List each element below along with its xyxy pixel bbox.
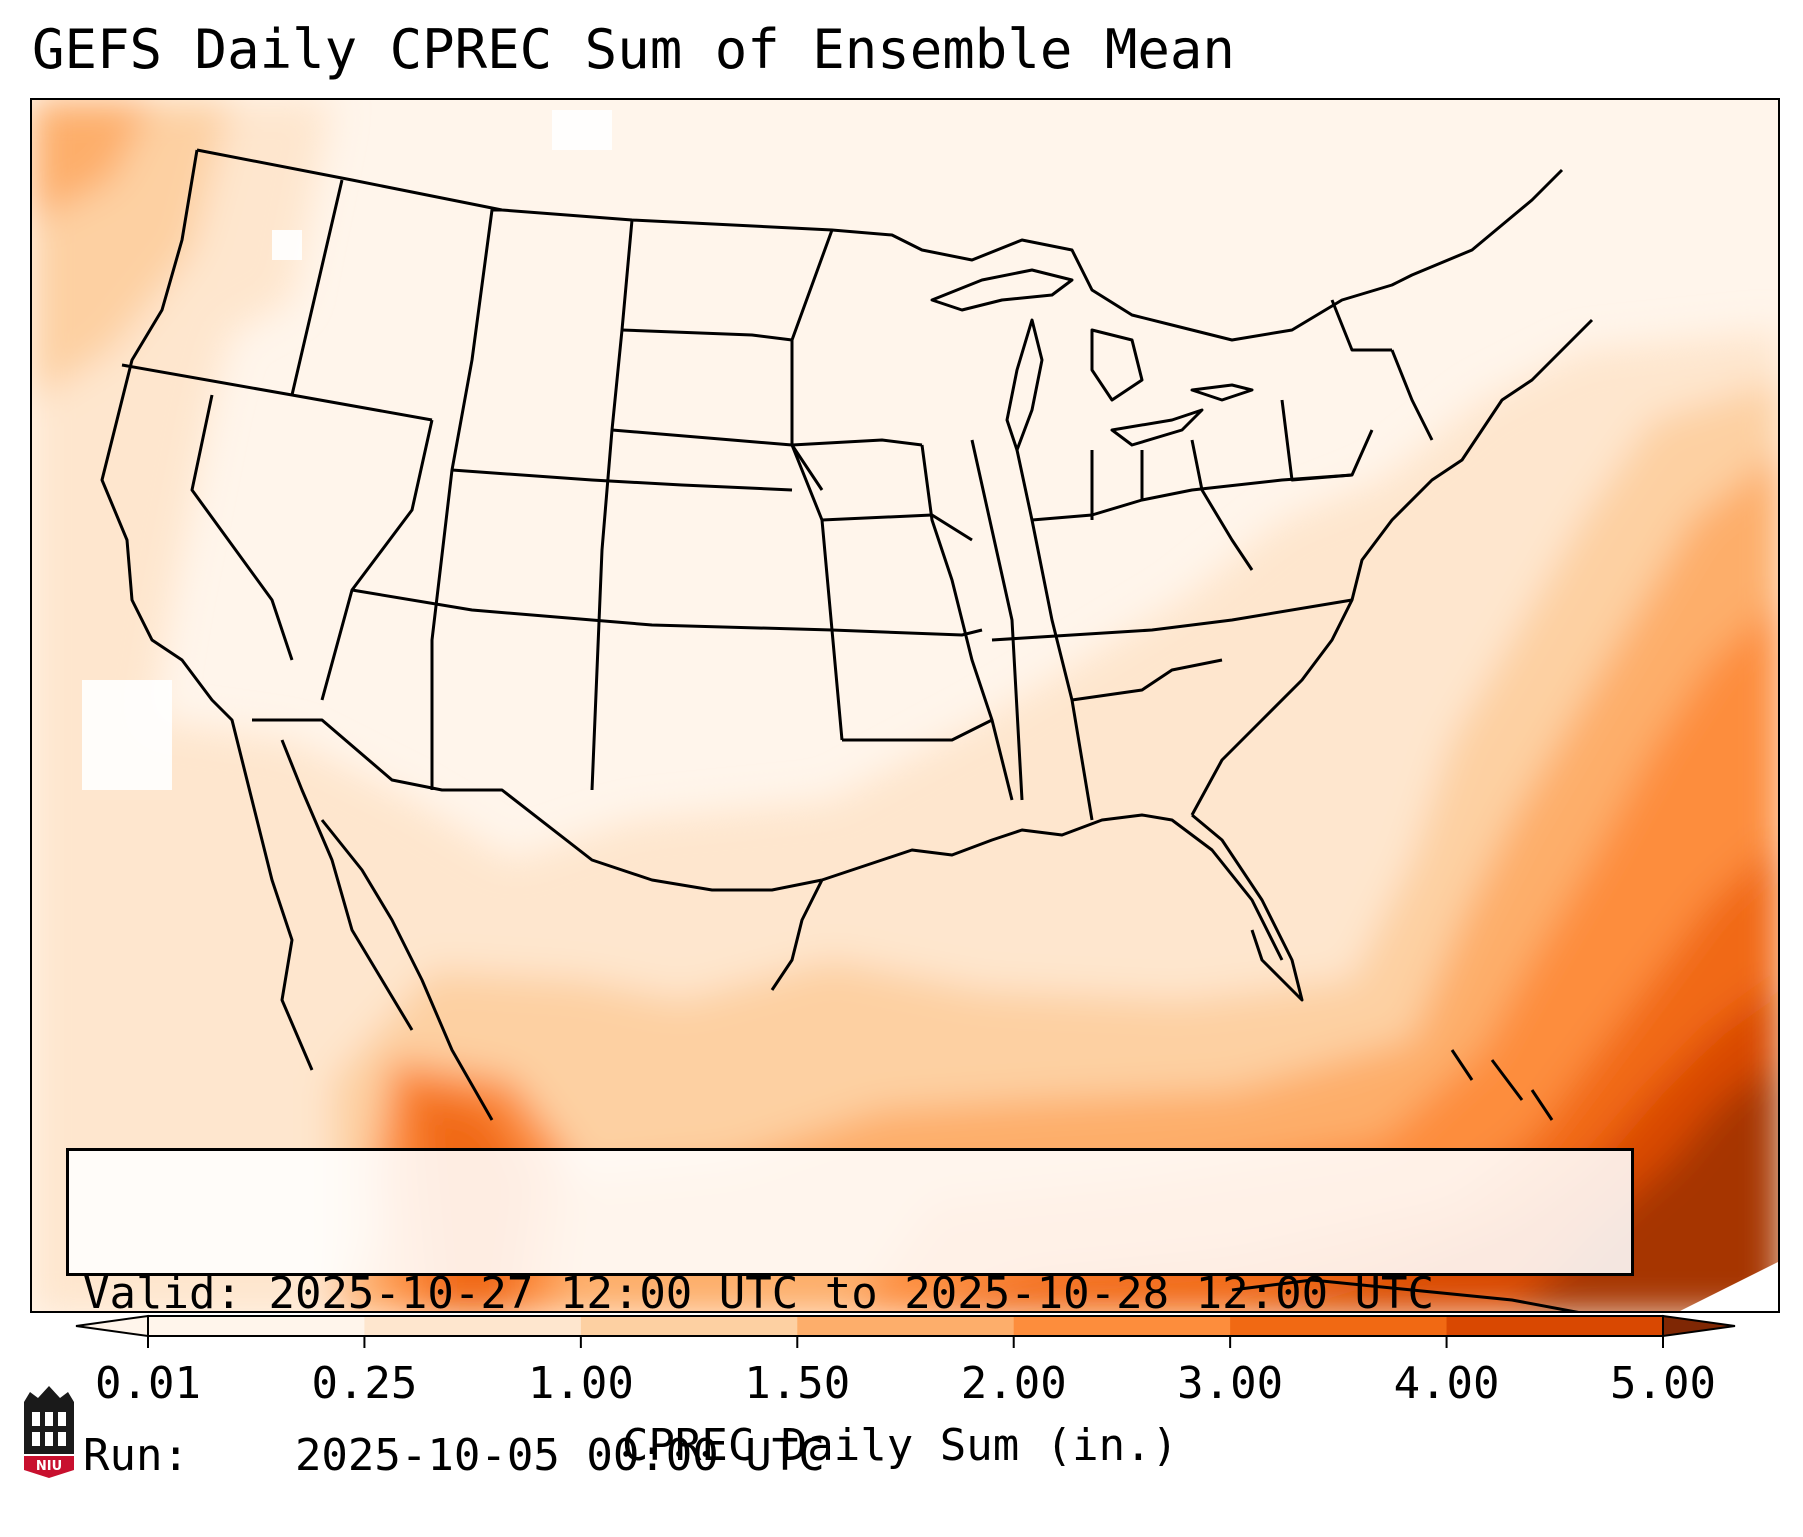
border-canada-us: [196, 148, 1564, 342]
colorbar-tick-label: 0.25: [311, 1358, 418, 1409]
state-line-17: [970, 439, 1024, 801]
colorbar-segment: [1446, 1316, 1664, 1336]
coastline-texas: [770, 879, 824, 991]
state-line-2: [190, 394, 294, 661]
valid-row: Valid: 2025-10-27 12:00 UTC to 2025-10-2…: [83, 1267, 1617, 1321]
state-line-6: [430, 208, 502, 790]
precip-area-orange-nw: [32, 100, 152, 220]
island-bahamas: [1450, 1049, 1554, 1121]
colorbar-segment: [580, 1316, 798, 1336]
coastline-mexico-west: [320, 819, 494, 1121]
coastline-gulf: [821, 813, 1284, 961]
lake-erie: [1110, 408, 1204, 447]
clear-pockets: [82, 110, 612, 790]
colorbar-extend-min: [75, 1314, 149, 1338]
colorbar-tick-label: 1.50: [744, 1358, 851, 1409]
state-line-3: [290, 179, 344, 396]
clear-area-nw: [272, 230, 302, 260]
run-value: 2025-10-05 00:00 UTC: [294, 1430, 825, 1481]
colorbar-segment: [148, 1316, 365, 1336]
run-label: Run:: [83, 1430, 189, 1481]
lake-huron: [1090, 328, 1144, 402]
colorbar-segment: [1230, 1316, 1448, 1336]
colorbar: [75, 1314, 1736, 1348]
logo-text: NIU: [36, 1459, 62, 1474]
colorbar-tick-label: 2.00: [960, 1358, 1067, 1409]
state-line-16: [920, 444, 1014, 801]
projection-edge: [1680, 1262, 1778, 1311]
logo-shield-icon: [24, 1456, 74, 1478]
valid-value: 2025-10-27 12:00 UTC to 2025-10-28 12:00…: [268, 1268, 1435, 1319]
state-line-21: [1071, 658, 1223, 702]
lake-superior: [930, 268, 1074, 312]
colorbar-outline: [147, 1315, 1664, 1337]
state-line-10: [611, 428, 824, 491]
run-row: Run: 2025-10-05 00:00 UTC: [83, 1429, 1617, 1483]
boundaries: [100, 148, 1594, 1121]
border-us-mexico: [252, 718, 823, 892]
caribbean-islands: [1231, 1049, 1579, 1311]
island-cuba: [1231, 1278, 1579, 1311]
coastline-florida: [1191, 813, 1304, 1002]
state-line-5: [351, 588, 833, 632]
coastline-west: [100, 149, 314, 1071]
map-title: GEFS Daily CPREC Sum of Ensemble Mean: [32, 18, 1235, 81]
precip-area-orange: [334, 453, 1778, 1311]
precipitation-map: [30, 98, 1780, 1313]
state-line-27: [1330, 299, 1392, 352]
state-line-26: [1390, 349, 1434, 441]
colorbar-tick-label: 0.01: [95, 1358, 201, 1409]
colorbar-extend-max: [1662, 1314, 1736, 1338]
colorbar-tick-label: 4.00: [1393, 1358, 1500, 1409]
colorbar-tick-label: 1.00: [527, 1358, 634, 1409]
state-line-4: [320, 419, 434, 701]
valid-label: Valid:: [83, 1268, 242, 1319]
state-line-15: [842, 718, 993, 742]
niu-logo: NIU: [24, 1386, 74, 1478]
colorbar-segment: [797, 1316, 1015, 1336]
state-line-11: [790, 229, 844, 741]
state-line-24: [1190, 439, 1254, 571]
validity-info-box: Valid: 2025-10-27 12:00 UTC to 2025-10-2…: [66, 1148, 1634, 1481]
map-canvas: [32, 100, 1778, 1311]
colorbar-tick-label: 5.00: [1610, 1358, 1716, 1409]
colorbar-tick-label: 3.00: [1177, 1358, 1284, 1409]
colorbar-segment: [364, 1316, 582, 1336]
state-line-8: [451, 468, 793, 492]
clear-area-pacific: [82, 680, 172, 790]
state-line-18: [1015, 449, 1094, 821]
colorbar-tick-marks: [147, 1336, 1664, 1348]
state-line-12: [791, 438, 923, 447]
colorbar-segment: [1013, 1316, 1231, 1336]
colorbar-segments: [75, 1314, 1736, 1338]
clear-area-north: [552, 110, 612, 150]
state-line-25: [1280, 399, 1374, 482]
colorbar-label: CPREC Daily Sum (in.): [621, 1420, 1179, 1471]
coastline-east: [1190, 318, 1594, 816]
state-line-20: [991, 598, 1353, 642]
state-line-9: [621, 328, 793, 342]
lake-ontario: [1190, 383, 1254, 402]
coastline-baja: [280, 739, 414, 1031]
state-line-14: [831, 628, 983, 637]
